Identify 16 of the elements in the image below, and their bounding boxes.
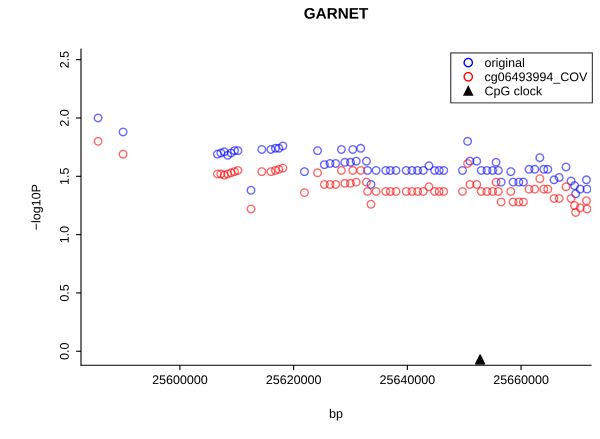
x-tick-label: 25640000 xyxy=(380,375,435,384)
x-tick-label: 25620000 xyxy=(266,375,321,384)
y-tick-label: 1.5 xyxy=(60,168,69,184)
legend-label: CpG clock xyxy=(485,86,542,98)
y-axis-title: −log10P xyxy=(31,184,43,230)
x-tick-label: 25600000 xyxy=(152,375,208,384)
x-tick-label: 25660000 xyxy=(494,375,548,384)
y-tick-label: 2.0 xyxy=(60,110,69,126)
y-tick-label: 0.5 xyxy=(60,284,69,302)
legend-label: cg06493994_COV xyxy=(485,72,588,84)
chart-title: GARNET xyxy=(304,8,368,19)
y-tick-label: 0.0 xyxy=(60,343,69,360)
y-tick-label: 2.5 xyxy=(60,52,69,68)
x-axis-title: bp xyxy=(330,408,342,420)
y-tick-label: 1.0 xyxy=(60,226,69,242)
legend-label: original xyxy=(485,58,524,70)
